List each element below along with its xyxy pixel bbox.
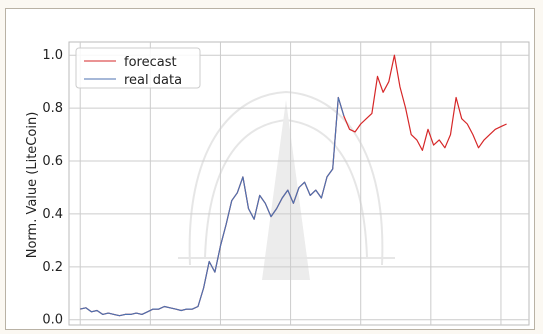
y-tick-label: 0.8 [42, 101, 63, 116]
legend-label-forecast: forecast [124, 55, 177, 70]
legend-label-real-data: real data [124, 73, 182, 88]
y-tick-label: 0.2 [42, 260, 63, 275]
y-axis-label: Norm. Value (LiteCoin) [25, 112, 40, 259]
legend-box [75, 47, 201, 89]
axes-box [68, 41, 530, 326]
y-tick-label: 0.6 [42, 154, 63, 169]
y-tick-label: 0.4 [42, 207, 63, 222]
grid-lines [69, 42, 529, 325]
y-tick-labels: 0.0 0.2 0.4 0.6 0.8 1.0 [42, 48, 63, 327]
y-tick-label: 0.0 [42, 313, 63, 328]
legend: forecast real data [75, 47, 201, 89]
series-line-real-data [80, 96, 345, 317]
plot-area: 0.0 0.2 0.4 0.6 0.8 1.0 [42, 41, 530, 328]
series-lines [80, 54, 507, 317]
y-tick-label: 1.0 [42, 48, 63, 63]
watermark-logo [178, 90, 395, 280]
